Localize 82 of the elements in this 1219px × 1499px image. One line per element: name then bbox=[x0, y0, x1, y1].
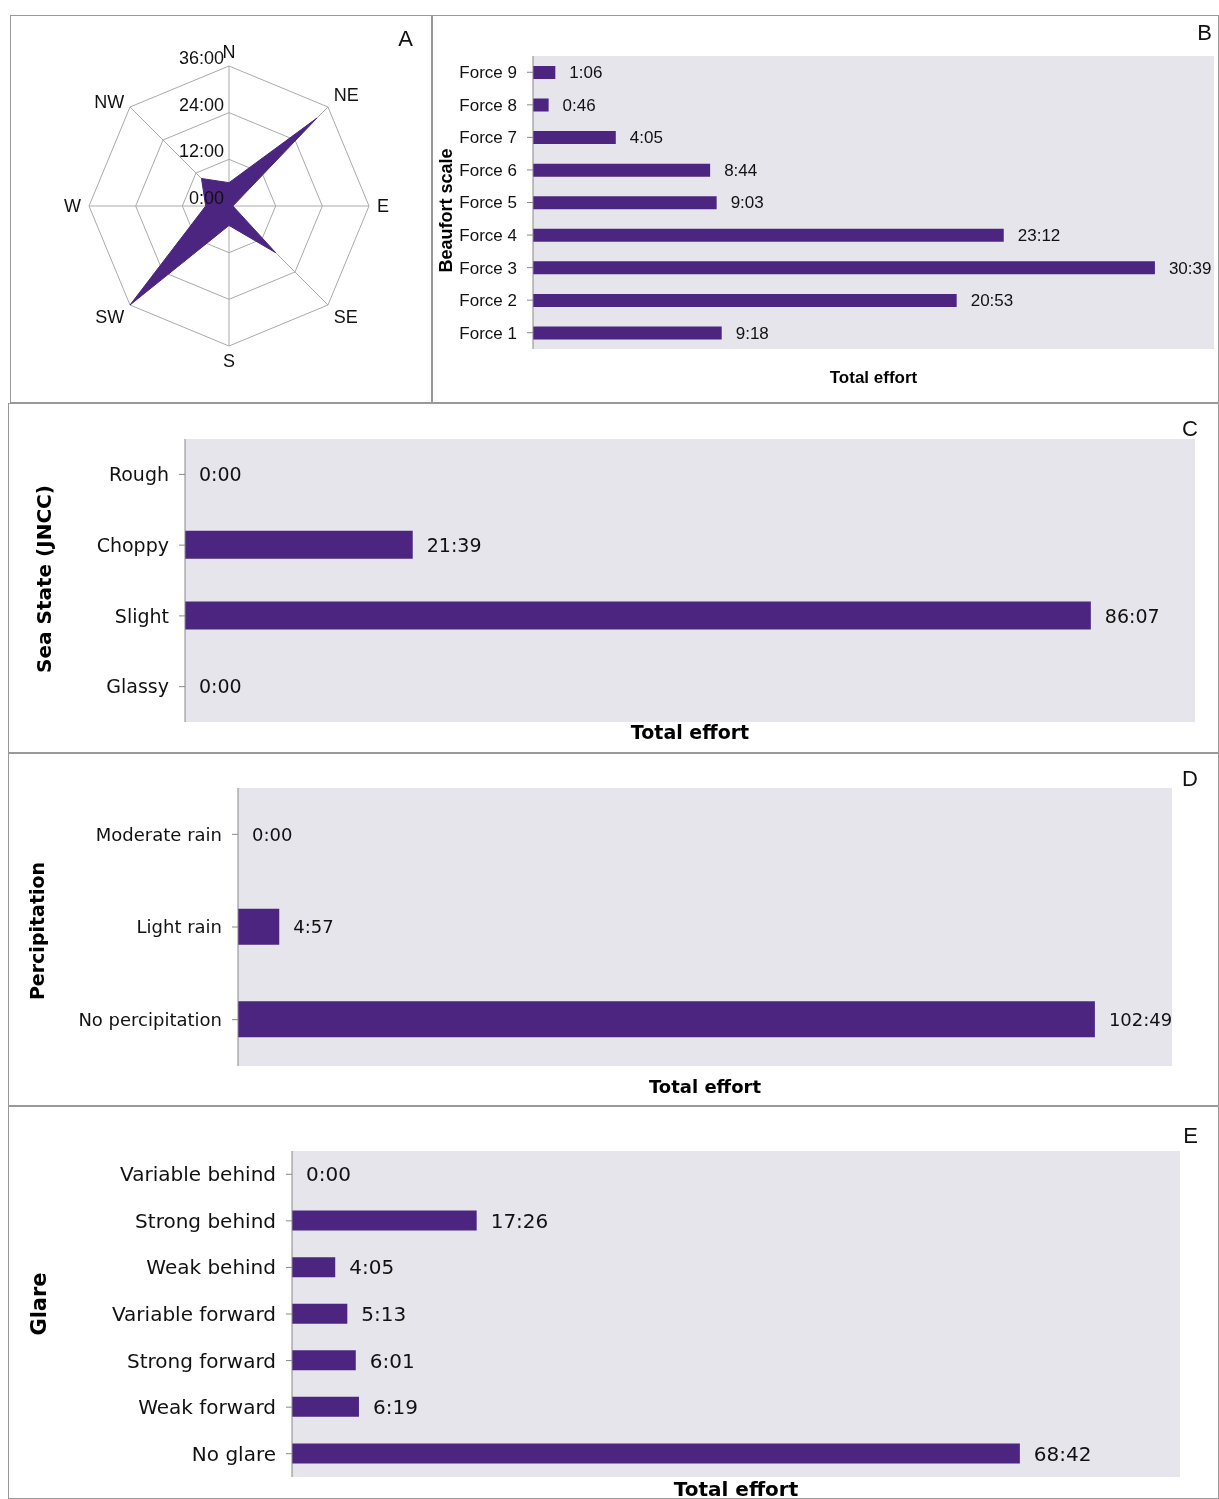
bar bbox=[533, 228, 1004, 242]
y-tick-label: Rough bbox=[108, 463, 169, 486]
bar bbox=[292, 1443, 1020, 1464]
data-label: 21:39 bbox=[426, 533, 482, 556]
y-axis-title: Beaufort scale bbox=[435, 147, 457, 273]
y-tick-label: Strong behind bbox=[135, 1208, 276, 1233]
bar bbox=[533, 326, 722, 340]
y-axis-title: Sea State (JNCC) bbox=[31, 485, 56, 673]
data-label: 30:39 bbox=[1168, 258, 1212, 278]
y-tick-label: Force 4 bbox=[459, 226, 517, 246]
data-label: 4:05 bbox=[349, 1255, 395, 1280]
text: A bbox=[398, 26, 414, 51]
bar bbox=[292, 1257, 336, 1278]
y-tick-label: 36:00 bbox=[178, 48, 224, 68]
x-axis-title: Total effort bbox=[828, 368, 919, 388]
bar bbox=[533, 261, 1155, 275]
y-tick-label: Slight bbox=[114, 604, 169, 627]
data-label: 9:18 bbox=[735, 323, 769, 343]
y-tick-label: Force 2 bbox=[459, 291, 517, 311]
data-label: 8:44 bbox=[724, 160, 758, 180]
spoke-label: E bbox=[377, 196, 390, 217]
spoke-label: NW bbox=[94, 91, 125, 112]
data-label: 102:49 bbox=[1108, 1008, 1173, 1030]
spoke-label: SW bbox=[95, 307, 125, 328]
x-axis-title: Total effort bbox=[672, 1477, 800, 1499]
text: C bbox=[1182, 416, 1199, 441]
data-label: 20:53 bbox=[970, 291, 1014, 311]
bar bbox=[292, 1350, 356, 1371]
data-label: 86:07 bbox=[1104, 604, 1160, 627]
bar bbox=[533, 66, 556, 79]
y-tick-label: 24:00 bbox=[178, 94, 224, 115]
y-axis-title: Percipitation bbox=[26, 861, 48, 1000]
bar bbox=[292, 1210, 477, 1231]
y-tick-label: Glassy bbox=[106, 675, 169, 698]
data-label: 68:42 bbox=[1033, 1441, 1092, 1466]
text: B bbox=[1197, 20, 1212, 45]
data-label: 4:05 bbox=[629, 128, 663, 148]
y-tick-label: Choppy bbox=[96, 533, 169, 556]
y-tick-label: Force 9 bbox=[459, 63, 517, 83]
bar bbox=[533, 131, 616, 145]
y-tick-label: Variable behind bbox=[120, 1162, 276, 1187]
y-tick-label: 12:00 bbox=[178, 141, 224, 162]
data-label: 9:03 bbox=[730, 193, 764, 213]
y-tick-label: Weak forward bbox=[138, 1395, 276, 1420]
data-label: 5:13 bbox=[361, 1302, 407, 1326]
y-tick-label: Force 7 bbox=[459, 128, 517, 148]
bar bbox=[533, 163, 711, 177]
data-label: 0:00 bbox=[252, 823, 293, 845]
data-label: 0:00 bbox=[306, 1162, 351, 1187]
bar bbox=[533, 293, 957, 307]
spoke-label: W bbox=[64, 196, 81, 217]
text: E bbox=[1183, 1123, 1198, 1148]
data-label: 23:12 bbox=[1017, 226, 1061, 246]
y-axis-title: Glare bbox=[27, 1271, 51, 1336]
y-tick-label: Variable forward bbox=[111, 1302, 276, 1326]
y-tick-label: No glare bbox=[191, 1441, 276, 1466]
data-label: 4:57 bbox=[293, 916, 334, 938]
bar bbox=[292, 1396, 359, 1417]
data-label: 1:06 bbox=[569, 63, 603, 83]
y-tick-label: No percipitation bbox=[78, 1008, 222, 1030]
y-tick-label: Force 8 bbox=[459, 95, 517, 115]
spoke-label: S bbox=[222, 350, 236, 371]
y-tick-label: Weak behind bbox=[146, 1255, 276, 1280]
y-tick-label: Strong forward bbox=[127, 1348, 276, 1373]
y-tick-label: Light rain bbox=[136, 916, 222, 938]
data-label: 6:19 bbox=[372, 1395, 418, 1420]
y-tick-label: Force 3 bbox=[459, 258, 517, 278]
spoke-label: SE bbox=[333, 307, 358, 328]
data-label: 0:46 bbox=[562, 95, 596, 115]
data-label: 17:26 bbox=[490, 1208, 549, 1233]
y-tick-label: Force 5 bbox=[459, 193, 517, 213]
y-tick-label: Force 6 bbox=[459, 160, 517, 180]
bar bbox=[533, 98, 549, 112]
data-label: 6:01 bbox=[369, 1348, 415, 1373]
x-axis-title: Total effort bbox=[647, 1076, 763, 1097]
y-tick-label: Force 1 bbox=[459, 323, 517, 343]
spoke-label: NE bbox=[333, 85, 359, 106]
text: D bbox=[1182, 766, 1198, 791]
bar bbox=[533, 196, 717, 210]
bar bbox=[292, 1303, 348, 1324]
y-tick-label: Moderate rain bbox=[95, 823, 222, 845]
x-axis-title: Total effort bbox=[629, 721, 751, 743]
